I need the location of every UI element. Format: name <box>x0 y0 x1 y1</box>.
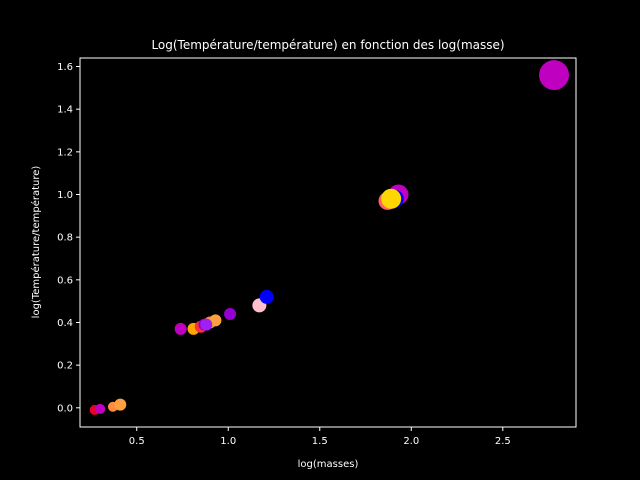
data-point <box>259 289 274 304</box>
plot-frame <box>79 57 577 428</box>
x-tick-label: 2.0 <box>403 436 419 447</box>
x-tick-label: 0.5 <box>129 436 145 447</box>
y-tick-label: 0.4 <box>57 318 73 329</box>
x-axis-label: log(masses) <box>298 459 359 470</box>
data-point <box>539 60 570 91</box>
y-tick-label: 0.2 <box>57 361 73 372</box>
y-tick-label: 1.6 <box>57 62 73 73</box>
points-layer <box>89 60 570 415</box>
y-axis-ticks: 0.0 0.2 0.4 0.6 0.8 1.0 1.2 1.4 1.6 <box>57 62 80 414</box>
y-tick-label: 1.4 <box>57 105 73 116</box>
y-tick-label: 0.0 <box>57 403 73 414</box>
x-axis-ticks: 0.5 1.0 1.5 2.0 2.5 <box>129 427 511 447</box>
data-point <box>224 307 237 320</box>
y-tick-label: 1.0 <box>57 190 73 201</box>
y-tick-label: 1.2 <box>57 147 73 158</box>
y-tick-label: 0.6 <box>57 275 73 286</box>
chart-title: Log(Température/température) en fonction… <box>151 38 504 52</box>
x-tick-label: 1.5 <box>312 436 328 447</box>
y-axis-label: log(Température/température) <box>30 166 42 319</box>
data-point <box>209 314 222 327</box>
data-point <box>200 318 213 331</box>
data-point <box>381 188 402 209</box>
x-tick-label: 2.5 <box>495 436 511 447</box>
data-point <box>174 322 187 335</box>
data-point <box>114 398 127 411</box>
y-tick-label: 0.8 <box>57 233 73 244</box>
x-tick-label: 1.0 <box>220 436 236 447</box>
data-point <box>95 403 106 414</box>
